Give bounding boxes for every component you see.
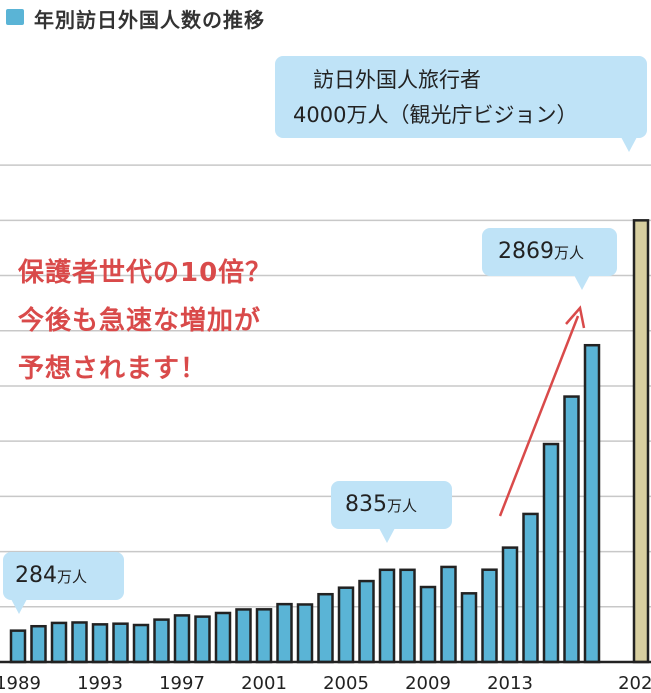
bar-1992 — [71, 621, 88, 664]
bar-2000 — [235, 608, 252, 664]
bar-1996 — [153, 618, 170, 664]
bar-1994 — [112, 622, 129, 664]
bar-1998 — [194, 615, 211, 664]
bar-2014 — [522, 512, 539, 664]
message-line-3: 予想されます！ — [18, 354, 208, 384]
callout-target: 訪日外国人旅行者 4000万人（観光庁ビジョン） — [275, 56, 647, 152]
bar-1990 — [30, 624, 47, 664]
message-line-2: 今後も急速な増加が — [18, 306, 262, 336]
bar-2005 — [337, 586, 355, 664]
callout-value: 2869 — [498, 239, 554, 264]
callout-unit: 万人 — [554, 244, 585, 262]
callout-2007: 835万人 — [331, 481, 452, 543]
callout-peak: 2869万人 — [482, 228, 617, 290]
tick-label-1997: 1997 — [159, 673, 205, 693]
bar-2016 — [563, 395, 580, 664]
tick-label-2009: 2009 — [405, 673, 451, 693]
tick-label-2013: 2013 — [487, 673, 533, 693]
bar-2020 — [632, 219, 650, 664]
legend-swatch — [6, 9, 24, 25]
bar-1993 — [91, 623, 109, 664]
callout-1989: 284万人 — [3, 552, 124, 614]
bar-2002 — [276, 602, 293, 664]
callout-target-line2: 4000万人（観光庁ビジョン） — [293, 103, 578, 127]
bar-2010 — [440, 565, 457, 664]
legend-label: 年別訪日外国人数の推移 — [34, 8, 265, 32]
x-tick-labels: 1989 1993 1997 2001 2005 2009 2013 2020 — [0, 673, 651, 693]
message-line-1: 保護者世代の10倍？ — [18, 258, 273, 288]
callout-unit: 万人 — [387, 497, 418, 515]
bar-1997 — [173, 614, 191, 664]
trend-arrow — [498, 305, 586, 517]
bar-2017 — [583, 343, 601, 664]
bar-2003 — [296, 603, 314, 664]
bar-2008 — [399, 568, 416, 664]
callout-unit: 万人 — [57, 568, 88, 586]
bar-2007 — [378, 568, 396, 664]
bar-2001 — [255, 608, 273, 664]
bar-2012 — [481, 568, 498, 664]
bars — [9, 219, 650, 664]
tick-label-2005: 2005 — [323, 673, 369, 693]
bar-2015 — [542, 442, 560, 664]
bar-2009 — [419, 585, 437, 664]
bar-2006 — [358, 579, 375, 664]
callout-value: 284 — [15, 563, 57, 588]
tick-label-2020: 2020 — [618, 673, 651, 693]
bar-1995 — [132, 623, 150, 664]
bar-1989 — [9, 629, 27, 664]
callout-value: 835 — [345, 492, 387, 517]
bar-2013 — [501, 546, 519, 664]
bar-2004 — [317, 592, 334, 664]
gridlines — [0, 164, 651, 608]
tick-label-2001: 2001 — [241, 673, 287, 693]
callout-target-line1: 訪日外国人旅行者 — [313, 68, 481, 92]
bar-2011 — [460, 592, 478, 664]
bar-1991 — [50, 621, 68, 664]
tick-label-1993: 1993 — [77, 673, 123, 693]
bar-1999 — [214, 611, 232, 664]
tick-label-1989: 1989 — [0, 673, 41, 693]
